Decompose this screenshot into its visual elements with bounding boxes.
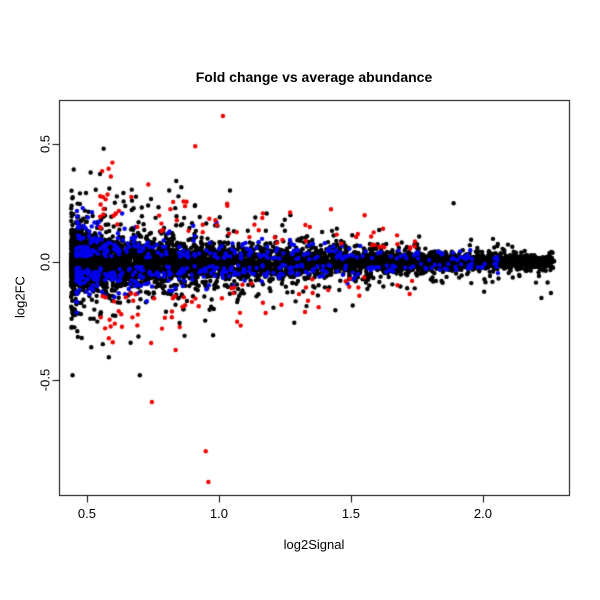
x-tick-label: 1.5 [341, 506, 360, 521]
y-tick-label: 0.5 [37, 134, 53, 153]
x-tick-label: 1.0 [209, 506, 229, 521]
y-axis-label: log2FC [12, 276, 28, 318]
x-axis-label: log2Signal [283, 537, 345, 552]
chart-title: Fold change vs average abundance [195, 69, 433, 85]
y-tick-label: -0.5 [37, 368, 53, 392]
x-tick-label: 2.0 [473, 506, 492, 521]
x-tick-label: 0.5 [77, 506, 97, 521]
y-tick-label: 0.0 [37, 252, 53, 271]
